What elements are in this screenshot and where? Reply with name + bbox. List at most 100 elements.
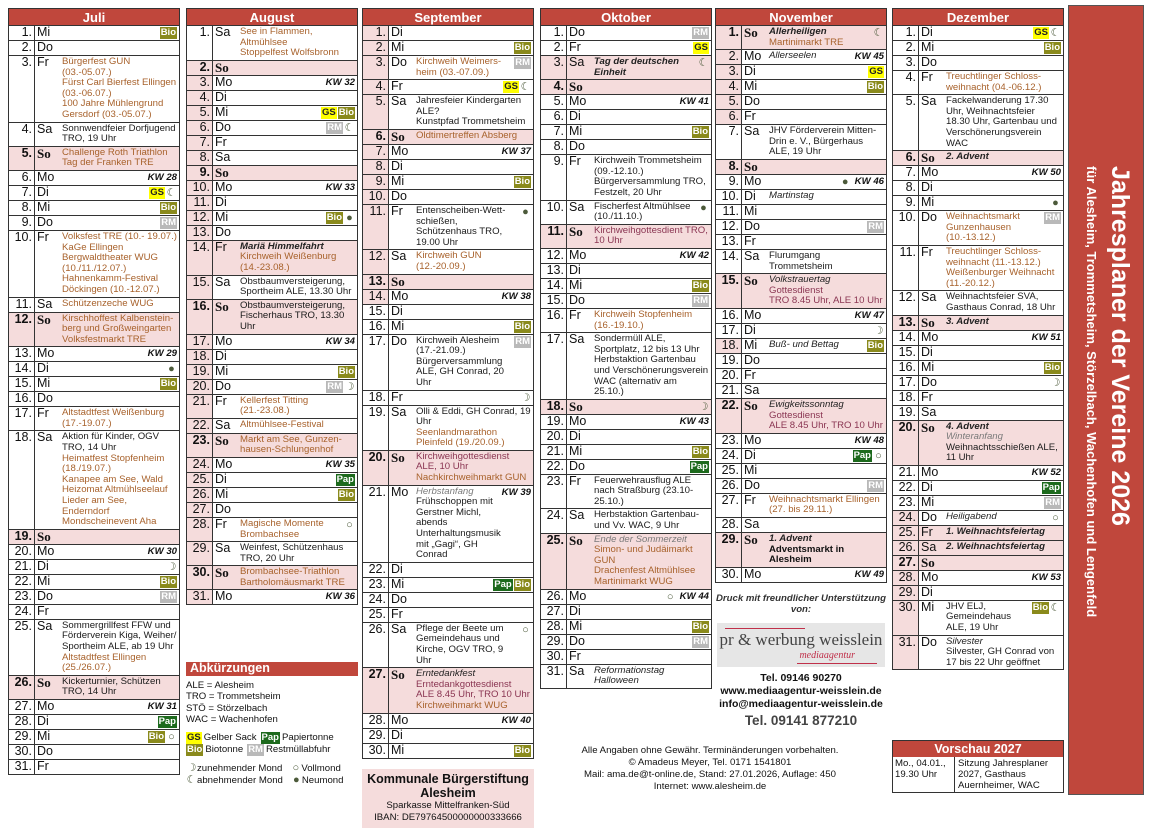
day-row[interactable]: 3. Mo KW 32 xyxy=(186,75,358,91)
day-row[interactable]: 1. Di GS ☾ xyxy=(892,25,1064,41)
day-row[interactable]: 19. Sa Olli & Eddi, GH Conrad, 19 Uhr Seenl… xyxy=(362,405,534,451)
day-row[interactable]: 25. Mi xyxy=(715,463,887,479)
day-row[interactable]: 3. Do xyxy=(892,55,1064,71)
day-row[interactable]: 26. Do RM xyxy=(715,478,887,494)
day-row[interactable]: 7. Mo KW 50 xyxy=(892,165,1064,182)
day-row[interactable]: 3. Do Kirchweih Weimers-heim (03.-07.09.) R… xyxy=(362,55,534,81)
day-row[interactable]: 17. Di ☽ xyxy=(715,323,887,339)
day-row[interactable]: 8. So xyxy=(715,159,887,175)
day-row[interactable]: 6. Mo KW 28 xyxy=(8,170,180,186)
day-row[interactable]: 24. Mo KW 35 xyxy=(186,457,358,473)
day-row[interactable]: 30. So Brombachsee-Triathlon Bartholomäusma… xyxy=(186,565,358,591)
day-row[interactable]: 5. Do xyxy=(715,94,887,111)
day-row[interactable]: 30. Fr xyxy=(540,649,712,665)
day-row[interactable]: 17. Fr Altstadtfest Weißenburg (17.-19.07.… xyxy=(8,406,180,432)
day-row[interactable]: 17. Sa Sondermüll ALE, Sportplatz, 12 bis … xyxy=(540,332,712,400)
day-row[interactable]: 21. Mo KW 52 xyxy=(892,465,1064,481)
day-row[interactable]: 24. Di Pap ○ xyxy=(715,448,887,464)
day-row[interactable]: 12. Sa Weihnachtsfeier SVA, Gasthaus Conra… xyxy=(892,291,1064,316)
day-row[interactable]: 10. Do xyxy=(362,189,534,205)
day-row[interactable]: 12. Mi Bio ● xyxy=(186,210,358,226)
day-row[interactable]: 1. So Allerheiligen Martinimarkt TRE ☾ xyxy=(715,25,887,51)
day-row[interactable]: 12. Mo KW 42 xyxy=(540,248,712,264)
day-row[interactable]: 15. Sa Obstbaumversteigerung, Sportheim AL… xyxy=(186,275,358,300)
day-row[interactable]: 27. So Erntedankfest Erntedankgottesdienst … xyxy=(362,667,534,714)
day-row[interactable]: 5. Mi GS Bio xyxy=(186,105,358,121)
day-row[interactable]: 10. Fr Volksfest TRE (10.- 19.07.) KaGe Ell… xyxy=(8,230,180,298)
day-row[interactable]: 6. Fr xyxy=(715,109,887,126)
day-row[interactable]: 4. Di xyxy=(186,90,358,106)
day-row[interactable]: 20. Fr xyxy=(715,368,887,384)
day-row[interactable]: 8. Di xyxy=(362,159,534,175)
day-row[interactable]: 31. Fr xyxy=(8,759,180,775)
day-row[interactable]: 9. Mo ● KW 46 xyxy=(715,174,887,190)
day-row[interactable]: 19. So xyxy=(8,529,180,545)
day-row[interactable]: 26. Mo ○ KW 44 xyxy=(540,589,712,605)
day-row[interactable]: 23. Do RM xyxy=(8,589,180,605)
day-row[interactable]: 21. Sa xyxy=(715,383,887,399)
day-row[interactable]: 28. Mo KW 53 xyxy=(892,570,1064,586)
day-row[interactable]: 14. Mo KW 51 xyxy=(892,330,1064,346)
day-row[interactable]: 28. Mi Bio xyxy=(540,619,712,635)
day-row[interactable]: 8. Di xyxy=(892,180,1064,197)
day-row[interactable]: 7. Sa JHV Förderverein Mitten-Drin e. V., … xyxy=(715,124,887,160)
day-row[interactable]: 12. So Kirschhoffest Kalbenstein-berg und … xyxy=(8,312,180,348)
day-row[interactable]: 9. So xyxy=(186,165,358,181)
day-row[interactable]: 29. Do RM xyxy=(540,634,712,650)
day-row[interactable]: 30. Mi JHV ELJ, Gemeindehaus ALE, 19 Uhr Bi… xyxy=(892,600,1064,636)
day-row[interactable]: 4. Fr GS ☾ xyxy=(362,79,534,96)
day-row[interactable]: 15. Di xyxy=(362,304,534,320)
day-row[interactable]: 31. Sa Reformationstag Halloween xyxy=(540,664,712,689)
day-row[interactable]: 4. So xyxy=(540,79,712,96)
day-row[interactable]: 7. Mi Bio xyxy=(540,124,712,141)
day-row[interactable]: 17. Do ☽ xyxy=(892,375,1064,391)
day-row[interactable]: 14. Di ● xyxy=(8,362,180,378)
day-row[interactable]: 17. Do Kirchweih Alesheim (17.-21.09.) Bürg… xyxy=(362,334,534,391)
day-row[interactable]: 25. So Ende der Sommerzeit Simon- und Judäi… xyxy=(540,533,712,590)
day-row[interactable]: 17. Mo KW 34 xyxy=(186,334,358,350)
day-row[interactable]: 29. Sa Weinfest, Schützenhaus TRO, 20 Uhr xyxy=(186,541,358,567)
day-row[interactable]: 18. So ☽ xyxy=(540,399,712,415)
day-row[interactable]: 16. So Obstbaumversteigerung, Fischerhaus … xyxy=(186,299,358,335)
day-row[interactable]: 24. Sa Herbstaktion Gartenbau- und Vv. WAC… xyxy=(540,509,712,534)
day-row[interactable]: 9. Mi Bio xyxy=(362,174,534,190)
day-row[interactable]: 11. Di xyxy=(186,195,358,211)
day-row[interactable]: 9. Mi ● xyxy=(892,195,1064,212)
day-row[interactable]: 14. Mo KW 38 xyxy=(362,289,534,305)
day-row[interactable]: 24. Fr xyxy=(8,604,180,620)
day-row[interactable]: 1. Mi Bio xyxy=(8,25,180,41)
day-row[interactable]: 23. Mi Pap Bio xyxy=(362,577,534,593)
day-row[interactable]: 26. Mi Bio xyxy=(186,487,358,503)
day-row[interactable]: 2. Fr GS xyxy=(540,40,712,56)
day-row[interactable]: 21. Mo Herbstanfang Frühschoppen mit Gerstn… xyxy=(362,485,534,563)
day-row[interactable]: 22. Mi Bio xyxy=(8,574,180,590)
day-row[interactable]: 11. Fr Treuchtlinger Schloss-weihnacht (11… xyxy=(892,245,1064,292)
day-row[interactable]: 8. Mi Bio xyxy=(8,200,180,216)
day-row[interactable]: 21. Fr Kellerfest Titting (21.-23.08.) xyxy=(186,394,358,419)
day-row[interactable]: 6. Di xyxy=(540,109,712,126)
day-row[interactable]: 20. Di xyxy=(540,429,712,445)
day-row[interactable]: 23. Mo KW 48 xyxy=(715,433,887,449)
day-row[interactable]: 13. Do xyxy=(186,225,358,241)
day-row[interactable]: 2. Do xyxy=(8,40,180,56)
day-row[interactable]: 16. Mi Bio xyxy=(362,319,534,335)
day-row[interactable]: 20. Mo KW 30 xyxy=(8,544,180,560)
day-row[interactable]: 11. Mi xyxy=(715,204,887,220)
day-row[interactable]: 13. So xyxy=(362,274,534,290)
day-row[interactable]: 22. So Ewigkeitssonntag Gottesdienst ALE 8.4… xyxy=(715,398,887,434)
day-row[interactable]: 18. Mi Buß- und Bettag Bio xyxy=(715,338,887,354)
day-row[interactable]: 2. Mi Bio xyxy=(892,40,1064,56)
day-row[interactable]: 13. So 3. Advent xyxy=(892,315,1064,331)
day-row[interactable]: 14. Mi Bio xyxy=(540,278,712,294)
day-row[interactable]: 24. Do Heiligabend ○ xyxy=(892,510,1064,526)
day-row[interactable]: 14. Sa Flurumgang Trommetsheim xyxy=(715,249,887,275)
day-row[interactable]: 19. Sa xyxy=(892,405,1064,421)
day-row[interactable]: 20. Do RM ☽ xyxy=(186,379,358,395)
day-row[interactable]: 22. Do Pap xyxy=(540,459,712,475)
day-row[interactable]: 15. Di xyxy=(892,345,1064,361)
day-row[interactable]: 23. Fr Feuerwehrausflug ALE nach Straßburg… xyxy=(540,474,712,510)
day-row[interactable]: 4. Sa Sonnwendfeier Dorfjugend TRO, 19 Uhr xyxy=(8,122,180,147)
day-row[interactable]: 7. Mo KW 37 xyxy=(362,144,534,160)
day-row[interactable]: 30. Do xyxy=(8,744,180,760)
day-row[interactable]: 31. Do Silvester Silvester, GH Conrad von 1… xyxy=(892,635,1064,671)
